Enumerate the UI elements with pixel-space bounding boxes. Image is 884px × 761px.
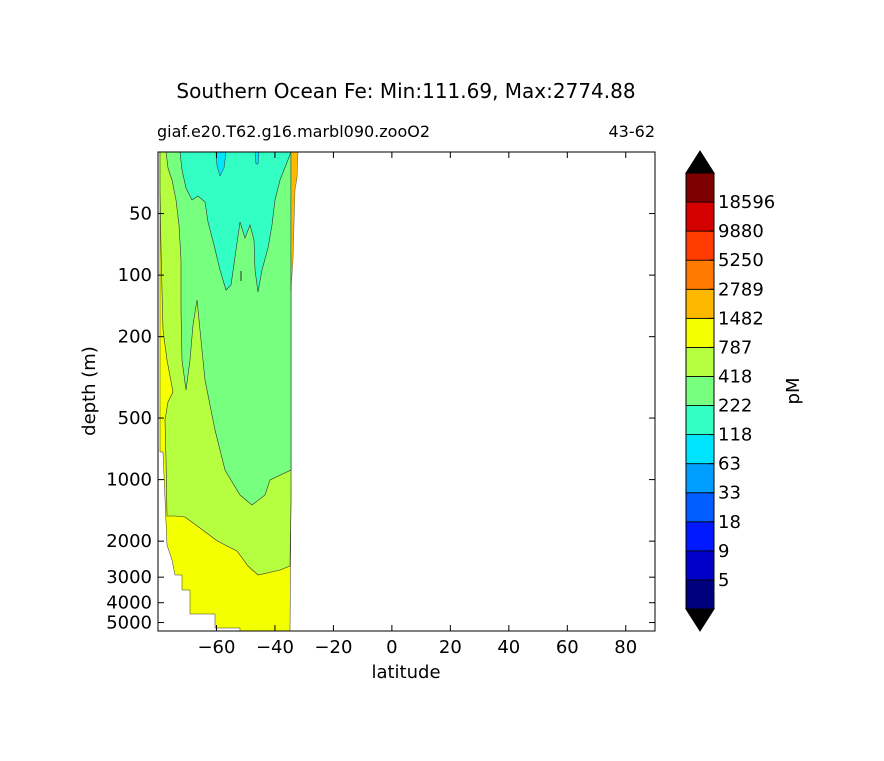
y-tick-label: 2000 — [106, 531, 152, 552]
x-tick-label: −60 — [197, 637, 235, 658]
colorbar-tick-label: 5250 — [718, 250, 764, 271]
colorbar-tick-label: 1482 — [718, 308, 764, 329]
contour-region-63-118-b — [254, 152, 260, 165]
y-tick-label: 5000 — [106, 613, 152, 634]
colorbar-label: pM — [783, 378, 804, 405]
colorbar-tick-label: 9 — [718, 541, 729, 562]
colorbar-segment — [685, 259, 715, 290]
contour-region-1482-2789 — [290, 152, 299, 291]
colorbar: 5 9 18 33 63 118 222 418 787 1482 2789 5250 9880 1859… — [685, 150, 775, 632]
colorbar-tick-label: 2789 — [718, 279, 764, 300]
colorbar-tick-label: 33 — [718, 483, 741, 504]
colorbar-segment — [685, 172, 715, 203]
contour-fill-group — [159, 152, 299, 631]
y-tick-label: 3000 — [106, 567, 152, 588]
y-tick-label: 100 — [118, 265, 152, 286]
contour-region-118-222 — [179, 152, 292, 293]
colorbar-frame — [685, 172, 715, 610]
colorbar-tick-label: 5 — [718, 570, 729, 591]
colorbar-tick-label: 63 — [718, 454, 741, 475]
chart-title: Southern Ocean Fe: Min:111.69, Max:2774.… — [176, 79, 635, 103]
y-tick-label: 500 — [118, 408, 152, 429]
colorbar-tick-label: 18 — [718, 512, 741, 533]
colorbar-segment — [685, 579, 715, 610]
colorbar-tick-label: 9880 — [718, 221, 764, 242]
colorbar-segment — [685, 317, 715, 348]
y-tick-label: 1000 — [106, 470, 152, 491]
colorbar-segment — [685, 550, 715, 581]
x-axis-label: latitude — [371, 662, 440, 683]
colorbar-tick-label: 418 — [718, 366, 752, 387]
colorbar-segment — [685, 376, 715, 406]
colorbar-segment — [685, 405, 715, 435]
x-tick-label: 60 — [556, 637, 579, 658]
x-tick-label: 0 — [386, 637, 397, 658]
colorbar-segment — [685, 521, 715, 552]
colorbar-tick-label: 18596 — [718, 192, 775, 213]
colorbar-segment — [685, 288, 715, 319]
x-tick-label: 20 — [439, 637, 462, 658]
colorbar-tick-label: 222 — [718, 396, 752, 417]
x-tick-label: −20 — [314, 637, 352, 658]
y-tick-label: 4000 — [106, 593, 152, 614]
colorbar-max-arrow — [685, 150, 715, 174]
colorbar-segment — [685, 463, 715, 494]
y-tick-label: 200 — [118, 327, 152, 348]
x-tick-label: 40 — [497, 637, 520, 658]
chart-subtitle-left: giaf.e20.T62.g16.marbl090.zooO2 — [157, 122, 430, 141]
colorbar-segment — [685, 434, 715, 465]
colorbar-segment — [685, 201, 715, 232]
plot-frame — [157, 151, 656, 632]
colorbar-segment — [685, 492, 715, 523]
colorbar-tick-label: 118 — [718, 425, 752, 446]
y-tick-label: 50 — [129, 204, 152, 225]
chart-subtitle-right: 43-62 — [609, 122, 656, 141]
colorbar-min-arrow — [685, 608, 715, 632]
contour-region-63-118-a — [215, 152, 227, 177]
x-tick-label: 80 — [614, 637, 637, 658]
colorbar-segment — [685, 230, 715, 261]
x-axis: −60 −40 −20 0 20 40 60 80 — [197, 152, 637, 658]
x-tick-label: −40 — [256, 637, 294, 658]
plot-area: −60 −40 −20 0 20 40 60 80 50 100 200 500 1000 2000 30… — [106, 151, 656, 658]
colorbar-segment — [685, 346, 715, 377]
y-axis-label: depth (m) — [79, 346, 100, 436]
colorbar-tick-label: 787 — [718, 337, 752, 358]
